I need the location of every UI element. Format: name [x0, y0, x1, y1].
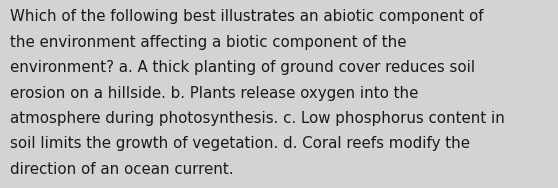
Text: environment? a. A thick planting of ground cover reduces soil: environment? a. A thick planting of grou…	[10, 60, 475, 75]
Text: Which of the following best illustrates an abiotic component of: Which of the following best illustrates …	[10, 9, 484, 24]
Text: the environment affecting a biotic component of the: the environment affecting a biotic compo…	[10, 35, 407, 50]
Text: soil limits the growth of vegetation. d. Coral reefs modify the: soil limits the growth of vegetation. d.…	[10, 136, 470, 151]
Text: atmosphere during photosynthesis. c. Low phosphorus content in: atmosphere during photosynthesis. c. Low…	[10, 111, 505, 126]
Text: erosion on a hillside. b. Plants release oxygen into the: erosion on a hillside. b. Plants release…	[10, 86, 418, 101]
Text: direction of an ocean current.: direction of an ocean current.	[10, 162, 234, 177]
